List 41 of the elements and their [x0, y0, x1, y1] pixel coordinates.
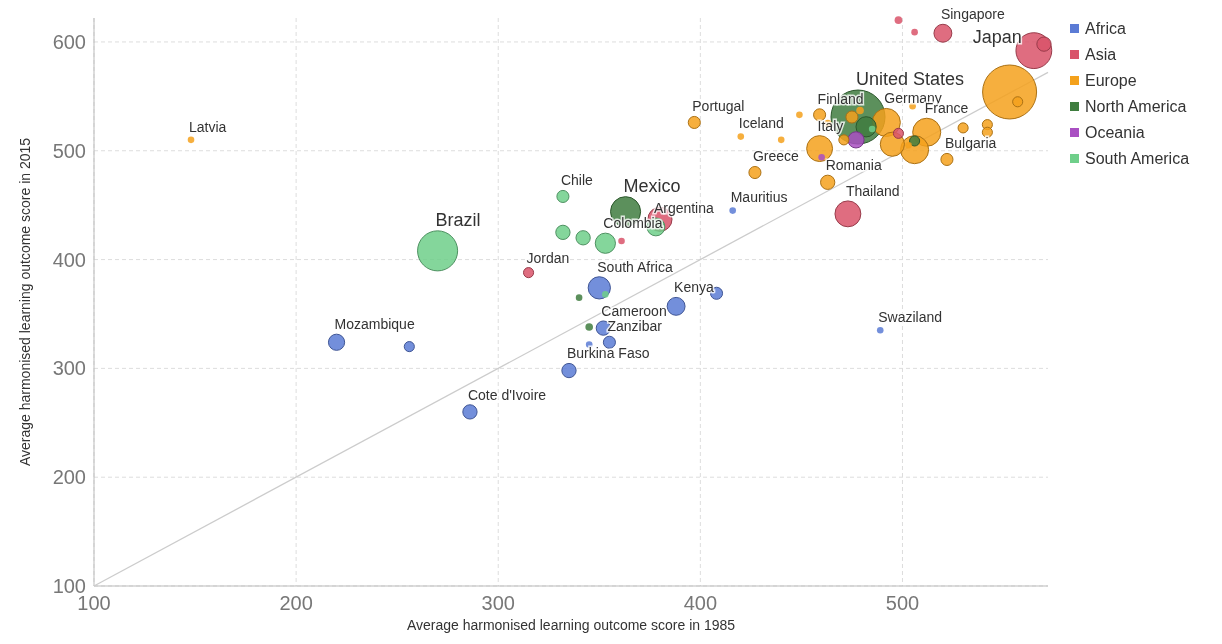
- legend-label: Europe: [1085, 72, 1137, 89]
- annotation: Greece: [752, 148, 800, 165]
- annotation: Singapore: [940, 6, 1005, 23]
- annotation: Jordan: [526, 249, 570, 266]
- annotation: Romania: [825, 157, 882, 174]
- annotation: Argentina: [653, 199, 715, 216]
- annotation: Burkina Faso: [566, 345, 650, 362]
- x-tick-label: 400: [683, 592, 718, 614]
- annotation: Mauritius: [730, 189, 788, 206]
- annotation: Brazil: [435, 209, 481, 230]
- annotation: Latvia: [189, 118, 227, 135]
- annotation: Chile: [560, 172, 594, 189]
- annotation: Portugal: [692, 98, 745, 115]
- legend-label: South America: [1085, 150, 1190, 167]
- annotation: South Africa: [597, 258, 673, 275]
- y-tick-label: 500: [52, 139, 86, 162]
- y-tick-label: 200: [52, 466, 86, 489]
- legend-label: Africa: [1085, 20, 1126, 37]
- annotation: Iceland: [738, 115, 784, 132]
- x-axis-title: Average harmonised learning outcome score in 1985: [406, 617, 736, 633]
- y-axis-title: Average harmonised learning outcome score in 2015: [17, 137, 33, 467]
- annotation: Swaziland: [878, 308, 943, 325]
- annotation: United States: [856, 69, 965, 90]
- y-tick-label: 400: [52, 248, 86, 271]
- y-tick-label: 300: [52, 357, 86, 380]
- annotation: Italy: [817, 117, 844, 134]
- annotation: Cote d'Ivoire: [467, 386, 547, 403]
- annotation: Mexico: [623, 175, 681, 196]
- x-tick-label: 300: [481, 592, 515, 614]
- y-tick-label: 600: [52, 30, 86, 53]
- annotation: Japan: [972, 26, 1022, 47]
- x-tick-label: 500: [885, 592, 920, 614]
- annotation: Bulgaria: [944, 135, 997, 152]
- annotation: Thailand: [845, 182, 900, 199]
- annotation: Kenya: [674, 279, 715, 296]
- legend-label: Oceania: [1085, 124, 1145, 141]
- x-tick-label: 200: [279, 592, 313, 614]
- legend-label: North America: [1085, 98, 1187, 115]
- legend-label: Asia: [1085, 46, 1117, 63]
- annotation: Cameroon: [601, 302, 667, 319]
- annotation: Mozambique: [334, 316, 415, 333]
